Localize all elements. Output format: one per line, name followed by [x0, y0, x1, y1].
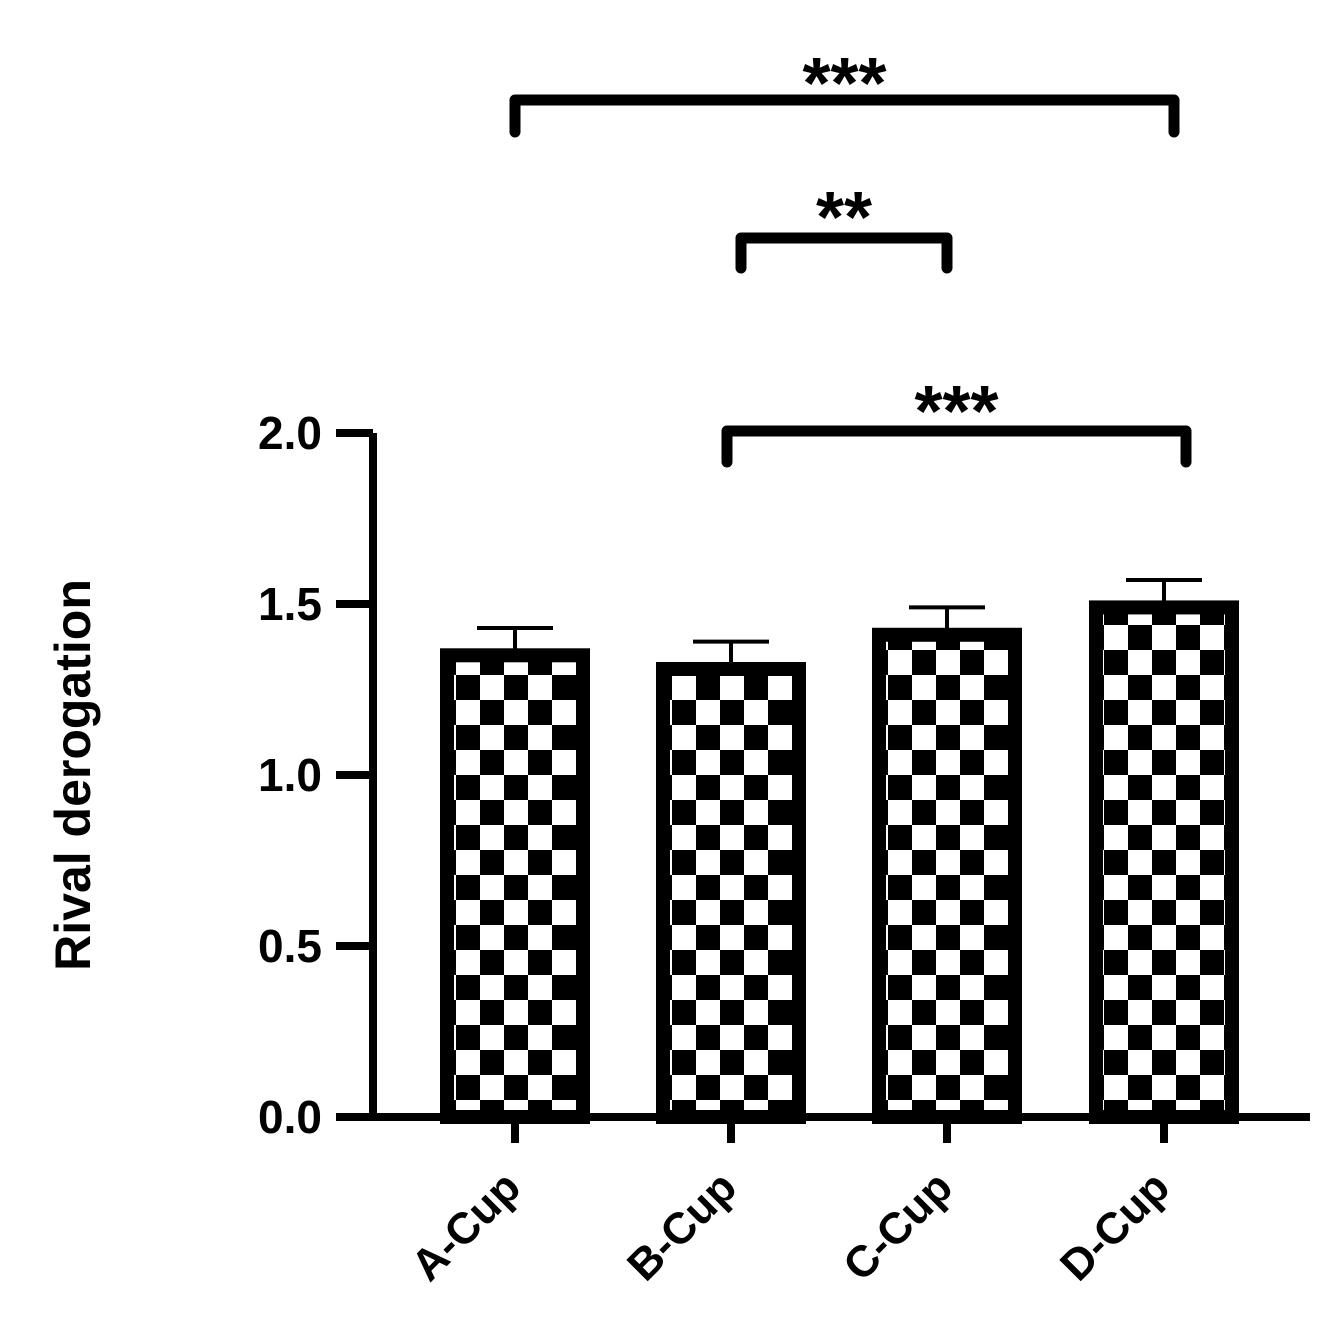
x-ticks: A-Cup B-Cup C-Cup D-Cup	[402, 1117, 1179, 1290]
significance-label: **	[816, 178, 872, 258]
significance-bracket	[509, 94, 1180, 138]
y-tick-label: 2.0	[258, 407, 322, 459]
bar	[872, 627, 1022, 1125]
bar	[1089, 600, 1239, 1124]
significance-bracket	[735, 232, 953, 274]
y-tick-label: 0.5	[258, 920, 322, 972]
y-tick-label: 1.0	[258, 749, 322, 801]
x-tick-label: A-Cup	[402, 1162, 530, 1290]
y-ticks: 0.0 0.5 1.0 1.5 2.0	[258, 407, 373, 1143]
x-tick-label: B-Cup	[618, 1162, 746, 1290]
significance-bracket	[721, 425, 1192, 468]
bar	[440, 648, 590, 1124]
significance-label: ***	[914, 372, 998, 452]
y-tick-label: 0.0	[258, 1091, 322, 1143]
x-tick-label: C-Cup	[834, 1162, 962, 1290]
y-tick-label: 1.5	[258, 578, 322, 630]
y-axis-title: Rival derogation	[45, 579, 101, 971]
significance-brackets: ********	[509, 44, 1192, 468]
bar	[656, 661, 806, 1124]
significance-label: ***	[802, 44, 886, 124]
bars	[440, 578, 1239, 1125]
x-tick-label: D-Cup	[1051, 1162, 1179, 1290]
